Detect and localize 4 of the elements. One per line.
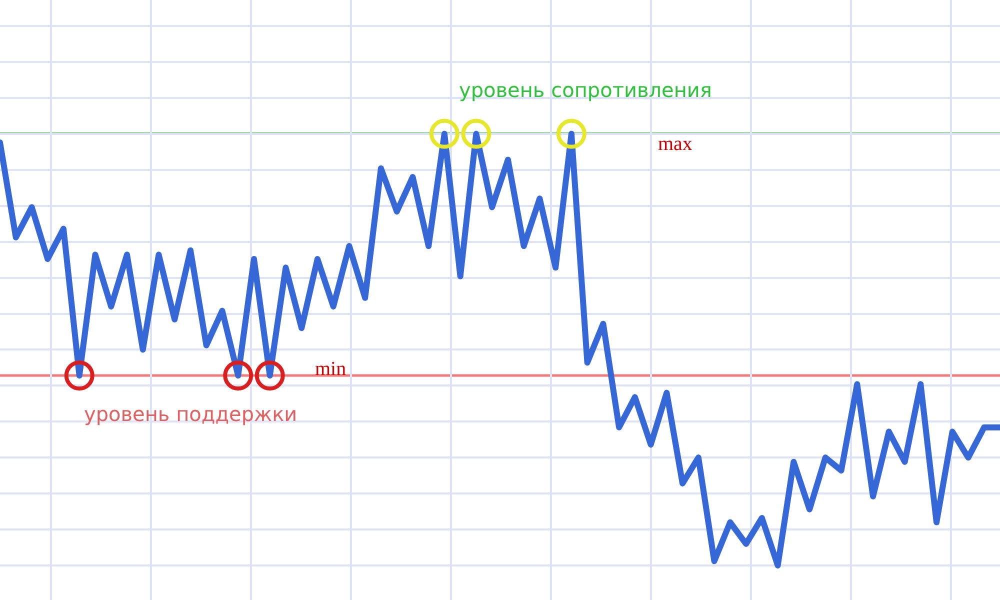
annotation: уровень поддержки <box>84 402 298 426</box>
text: уровень сопротивления <box>459 78 712 102</box>
annotation: min <box>315 358 346 380</box>
annotation: max <box>658 133 692 155</box>
